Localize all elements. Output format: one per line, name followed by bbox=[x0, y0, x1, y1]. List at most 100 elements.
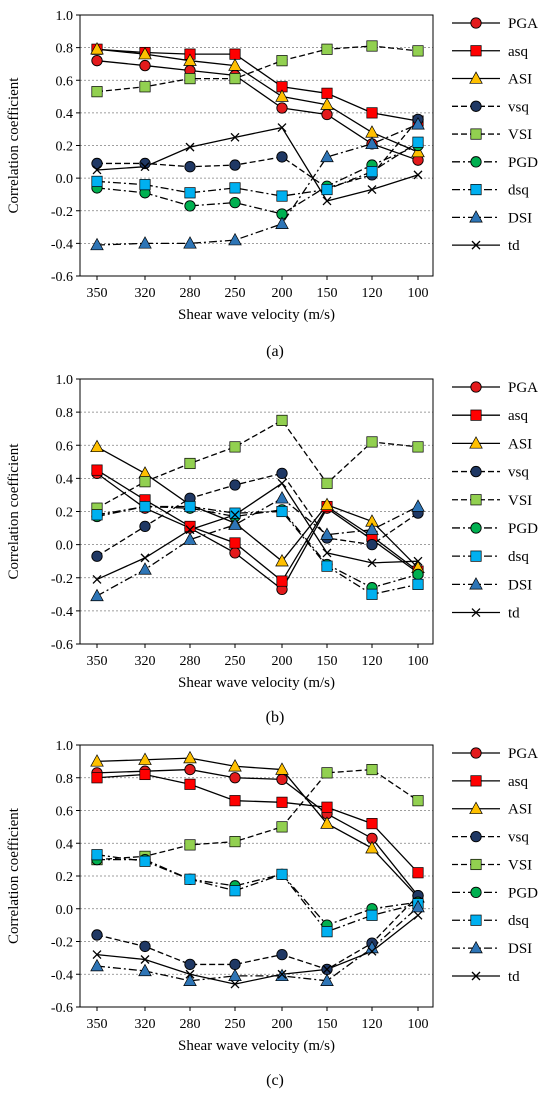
data-point-vsq bbox=[91, 157, 103, 170]
x-tick-label: 120 bbox=[362, 654, 383, 669]
data-point-pga bbox=[91, 55, 103, 67]
series-line-pgd bbox=[96, 505, 419, 589]
data-point-asq bbox=[91, 772, 103, 784]
y-tick-label: -0.4 bbox=[51, 968, 73, 983]
data-point-dsi bbox=[365, 940, 379, 954]
series-line-asi bbox=[96, 48, 419, 153]
legend-marker-dsq bbox=[470, 184, 482, 196]
series-line-asq bbox=[96, 48, 419, 122]
data-point-td bbox=[140, 955, 150, 964]
data-point-vsi bbox=[321, 767, 333, 779]
legend-label-td: td bbox=[508, 606, 520, 622]
data-point-asq bbox=[184, 520, 196, 532]
data-point-asi bbox=[183, 750, 197, 764]
series-line-dsq bbox=[96, 141, 419, 197]
data-point-asi bbox=[90, 42, 104, 55]
data-point-asi bbox=[90, 754, 104, 767]
y-tick-label: -0.6 bbox=[51, 270, 73, 285]
data-point-pga bbox=[229, 772, 241, 784]
legend-marker-dsq bbox=[470, 550, 482, 562]
data-point-asi bbox=[320, 497, 334, 511]
data-point-pga bbox=[139, 59, 151, 72]
data-point-dsq bbox=[321, 560, 333, 572]
data-point-dsi bbox=[228, 232, 242, 246]
data-point-dsq bbox=[91, 175, 103, 187]
data-point-vsi bbox=[412, 795, 424, 807]
data-point-vsq bbox=[366, 538, 378, 551]
series-line-asi bbox=[96, 757, 419, 898]
data-point-vsi bbox=[321, 43, 333, 55]
legend: PGA asq ASI vsq VSI PGD dsq DSI td bbox=[452, 16, 538, 254]
data-point-pga bbox=[276, 102, 288, 114]
series-line-td bbox=[96, 914, 419, 985]
data-point-pga bbox=[229, 547, 241, 559]
series-line-asq bbox=[96, 469, 419, 583]
legend-marker-asi bbox=[469, 801, 483, 814]
data-point-td bbox=[322, 196, 332, 206]
data-point-dsi bbox=[90, 237, 104, 251]
data-point-td bbox=[367, 185, 377, 195]
data-point-dsi bbox=[365, 522, 379, 535]
data-point-td bbox=[322, 548, 332, 558]
y-tick-label: 0.8 bbox=[56, 772, 74, 787]
data-point-asq bbox=[276, 575, 288, 587]
data-point-dsi bbox=[411, 899, 425, 913]
legend-marker-asi bbox=[469, 71, 483, 84]
legend-marker-vsi bbox=[470, 128, 482, 140]
legend-label-vsq: vsq bbox=[508, 830, 529, 846]
y-tick-label: 0.2 bbox=[56, 870, 74, 885]
series-line-asq bbox=[96, 773, 419, 874]
data-point-td bbox=[230, 132, 240, 142]
data-point-vsi bbox=[276, 55, 288, 67]
legend-label-vsi: VSI bbox=[508, 857, 532, 873]
data-point-td bbox=[185, 525, 195, 535]
legend-label-pga: PGA bbox=[508, 380, 538, 396]
data-point-asq bbox=[229, 48, 241, 60]
legend-marker-dsi bbox=[469, 940, 483, 954]
data-point-dsi bbox=[275, 216, 289, 229]
x-axis-title: Shear wave velocity (m/s) bbox=[178, 307, 335, 323]
data-point-td bbox=[322, 964, 332, 974]
y-tick-label: -0.4 bbox=[51, 605, 73, 620]
data-point-vsi bbox=[184, 73, 196, 85]
series-line-pgd bbox=[97, 858, 419, 926]
data-point-asi bbox=[365, 125, 379, 138]
legend-label-pgd: PGD bbox=[508, 885, 538, 901]
data-point-asi bbox=[275, 89, 289, 102]
data-point-vsq bbox=[139, 940, 151, 953]
legend-marker-vsq bbox=[470, 830, 482, 843]
data-point-asi bbox=[183, 53, 197, 66]
data-point-dsq bbox=[184, 500, 196, 513]
series-line-pgd bbox=[96, 144, 419, 215]
data-point-vsq bbox=[276, 467, 288, 480]
legend-marker-dsi bbox=[469, 210, 483, 223]
x-tick-label: 280 bbox=[180, 1017, 201, 1032]
data-point-dsq bbox=[184, 187, 196, 199]
legend-label-asi: ASI bbox=[508, 802, 532, 818]
data-point-dsi bbox=[90, 588, 104, 602]
data-point-asi bbox=[275, 762, 289, 775]
data-point-dsi bbox=[138, 963, 152, 977]
data-point-dsi bbox=[183, 973, 197, 986]
data-point-vsi bbox=[412, 441, 424, 453]
legend-marker-pga bbox=[470, 17, 482, 29]
data-point-dsq bbox=[276, 868, 288, 880]
data-point-asi bbox=[411, 144, 425, 158]
data-point-vsi bbox=[229, 73, 241, 85]
data-point-dsq bbox=[139, 855, 151, 867]
series-line-dsi bbox=[96, 906, 419, 982]
series-line-pga bbox=[96, 472, 419, 591]
data-point-dsi bbox=[411, 499, 425, 512]
legend-label-asq: asq bbox=[508, 408, 528, 424]
series-line-pga bbox=[96, 768, 419, 897]
data-point-asq bbox=[229, 795, 241, 807]
series-line-td bbox=[96, 482, 419, 580]
data-point-vsi bbox=[321, 477, 333, 489]
legend-label-pga: PGA bbox=[508, 16, 538, 32]
legend-label-dsi: DSI bbox=[508, 210, 532, 226]
legend-marker-asq bbox=[470, 409, 482, 421]
y-tick-label: -0.2 bbox=[51, 936, 73, 951]
legend: PGA asq ASI vsq VSI PGD dsq DSI td bbox=[452, 380, 538, 622]
data-point-asi bbox=[320, 97, 334, 110]
